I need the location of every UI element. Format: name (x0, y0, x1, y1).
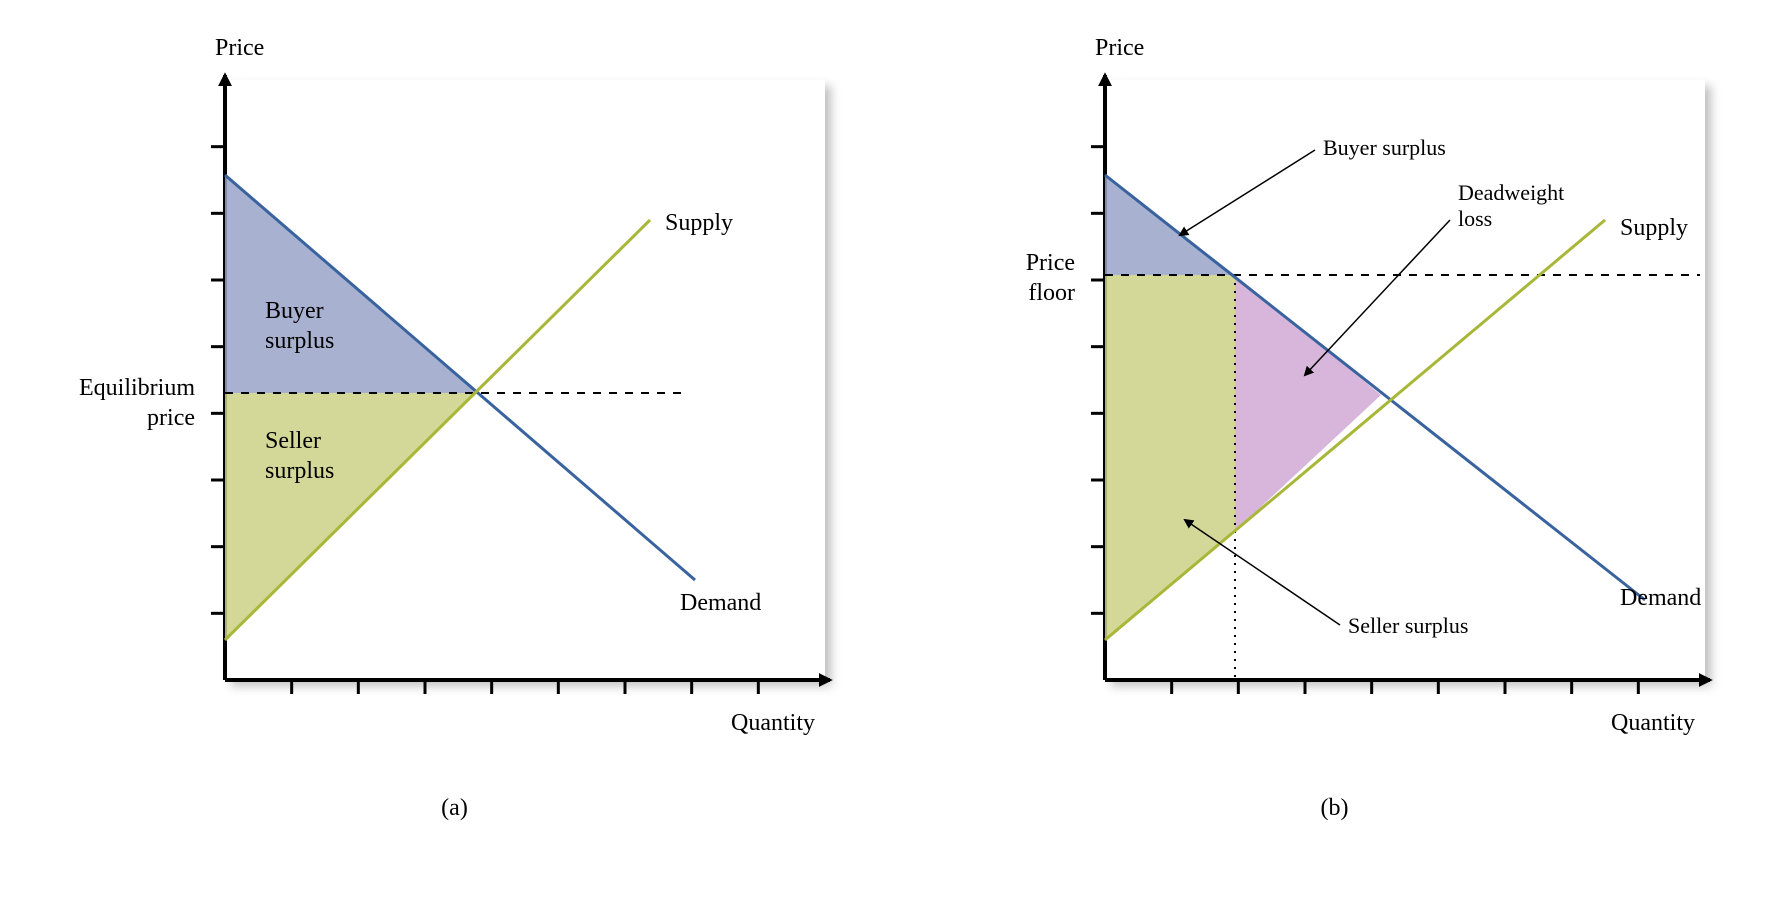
side-label-line1: Equilibrium (79, 375, 195, 401)
seller-surplus-label-2: surplus (265, 458, 334, 484)
buyer-surplus-label-1: Buyer (265, 298, 324, 324)
chart-a-wrapper: Price Quantity Equilibrium price Supply Deman… (45, 20, 865, 822)
chart-a-svg: Price Quantity Equilibrium price Supply Deman… (45, 20, 865, 780)
chart-b-wrapper: Price Quantity Price floor Supply Demand Buyer… (925, 20, 1745, 822)
seller-surplus-label: Seller surplus (1348, 613, 1468, 638)
seller-surplus-label-1: Seller (265, 428, 321, 454)
chart-a-caption: (a) (45, 795, 865, 822)
x-axis-label: Quantity (1611, 710, 1695, 736)
supply-label: Supply (1620, 215, 1688, 241)
supply-label: Supply (665, 210, 733, 236)
dwl-label-1: Deadweight (1458, 180, 1564, 205)
side-label-line1: Price (1025, 250, 1074, 276)
x-axis-label: Quantity (731, 710, 815, 736)
chart-b-svg: Price Quantity Price floor Supply Demand Buyer… (925, 20, 1745, 780)
demand-label: Demand (680, 590, 761, 616)
charts-container: Price Quantity Equilibrium price Supply Deman… (20, 20, 1769, 822)
chart-b-caption: (b) (925, 795, 1745, 822)
buyer-surplus-label: Buyer surplus (1323, 135, 1446, 160)
side-label-line2: price (147, 405, 195, 431)
y-axis-label: Price (215, 35, 264, 61)
y-axis-label: Price (1095, 35, 1144, 61)
buyer-surplus-label-2: surplus (265, 328, 334, 354)
side-label-line2: floor (1028, 280, 1075, 306)
dwl-label-2: loss (1458, 206, 1492, 231)
demand-label: Demand (1620, 585, 1701, 611)
